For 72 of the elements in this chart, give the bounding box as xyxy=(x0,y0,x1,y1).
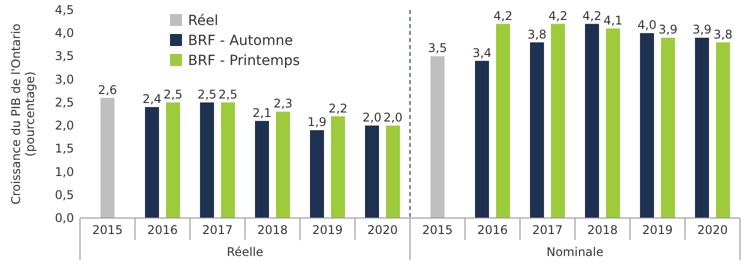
x-tick-label: 2020 xyxy=(367,223,398,237)
data-label: 3,8 xyxy=(713,27,733,42)
data-label: 2,5 xyxy=(197,87,217,102)
data-label: 4,0 xyxy=(637,18,657,32)
data-label: 2,4 xyxy=(142,92,162,106)
bar xyxy=(640,33,654,218)
bar xyxy=(585,24,599,218)
x-tick-label: 2019 xyxy=(312,223,343,237)
data-label: 2,0 xyxy=(362,110,382,125)
y-axis-title: Croissance du PIB de l'Ontario (pourcentage) xyxy=(9,23,37,205)
bar xyxy=(255,120,269,218)
x-tick-label: 2020 xyxy=(697,223,728,237)
legend-label: Réel xyxy=(188,13,218,29)
data-label: 2,6 xyxy=(98,82,118,97)
bar xyxy=(100,98,114,218)
x-tick-label: 2015 xyxy=(92,223,123,237)
bar xyxy=(145,107,159,218)
y-tick-label: 2,5 xyxy=(54,95,74,110)
legend-label: BRF - Automne xyxy=(188,33,293,49)
data-label: 2,5 xyxy=(163,87,183,102)
data-label: 1,9 xyxy=(307,115,327,130)
y-tick-label: 0,5 xyxy=(54,188,74,202)
data-label: 3,8 xyxy=(527,27,547,42)
y-tick-label: 3,0 xyxy=(54,72,74,86)
bar xyxy=(386,126,400,218)
data-label: 4,1 xyxy=(603,13,623,28)
bar xyxy=(276,112,290,218)
y-tick-label: 3,5 xyxy=(54,49,74,64)
bar xyxy=(475,60,489,218)
x-tick-label: 2017 xyxy=(532,223,563,237)
bar xyxy=(166,102,180,218)
x-tick-label: 2019 xyxy=(642,223,673,237)
y-tick-label: 4,0 xyxy=(54,26,74,40)
data-label: 4,2 xyxy=(493,8,513,23)
text: Réelle xyxy=(226,245,264,259)
bar xyxy=(695,38,709,218)
bar xyxy=(221,102,235,218)
data-label: 3,9 xyxy=(658,22,678,37)
y-tick-label: 1,0 xyxy=(54,164,74,179)
data-label: 2,2 xyxy=(328,101,348,116)
x-tick-label: 2018 xyxy=(257,223,288,237)
x-tick-label: 2016 xyxy=(477,223,508,237)
legend-label: BRF - Printemps xyxy=(188,53,300,69)
bar xyxy=(430,56,444,218)
data-label: 2,5 xyxy=(218,87,238,102)
data-label: 4,2 xyxy=(548,8,568,23)
bar xyxy=(661,38,675,218)
x-tick-label: 2015 xyxy=(422,223,453,237)
data-label: 3,5 xyxy=(428,41,448,56)
bar xyxy=(331,116,345,218)
x-tick-label: 2018 xyxy=(587,223,618,237)
data-label: 3,4 xyxy=(472,46,492,60)
data-label: 2,1 xyxy=(252,106,272,120)
bar xyxy=(200,102,214,218)
y-tick-label: 0,0 xyxy=(54,211,74,225)
bar xyxy=(606,28,620,218)
y-tick-label: 1,5 xyxy=(54,142,74,156)
data-label: 2,3 xyxy=(273,96,293,111)
x-tick-label: 2016 xyxy=(147,223,178,237)
bar xyxy=(716,42,730,218)
bar xyxy=(496,24,510,218)
bar xyxy=(365,126,379,218)
data-label: 3,9 xyxy=(692,22,712,37)
data-label: 2,0 xyxy=(383,110,403,125)
data-label: 4,2 xyxy=(582,8,602,23)
x-tick-label: 2017 xyxy=(202,223,233,237)
bar xyxy=(551,24,565,218)
y-tick-label: 4,5 xyxy=(54,3,74,17)
bar xyxy=(530,42,544,218)
bar xyxy=(310,130,324,218)
text: Nominale xyxy=(546,245,604,259)
y-tick-label: 2,0 xyxy=(54,118,74,133)
